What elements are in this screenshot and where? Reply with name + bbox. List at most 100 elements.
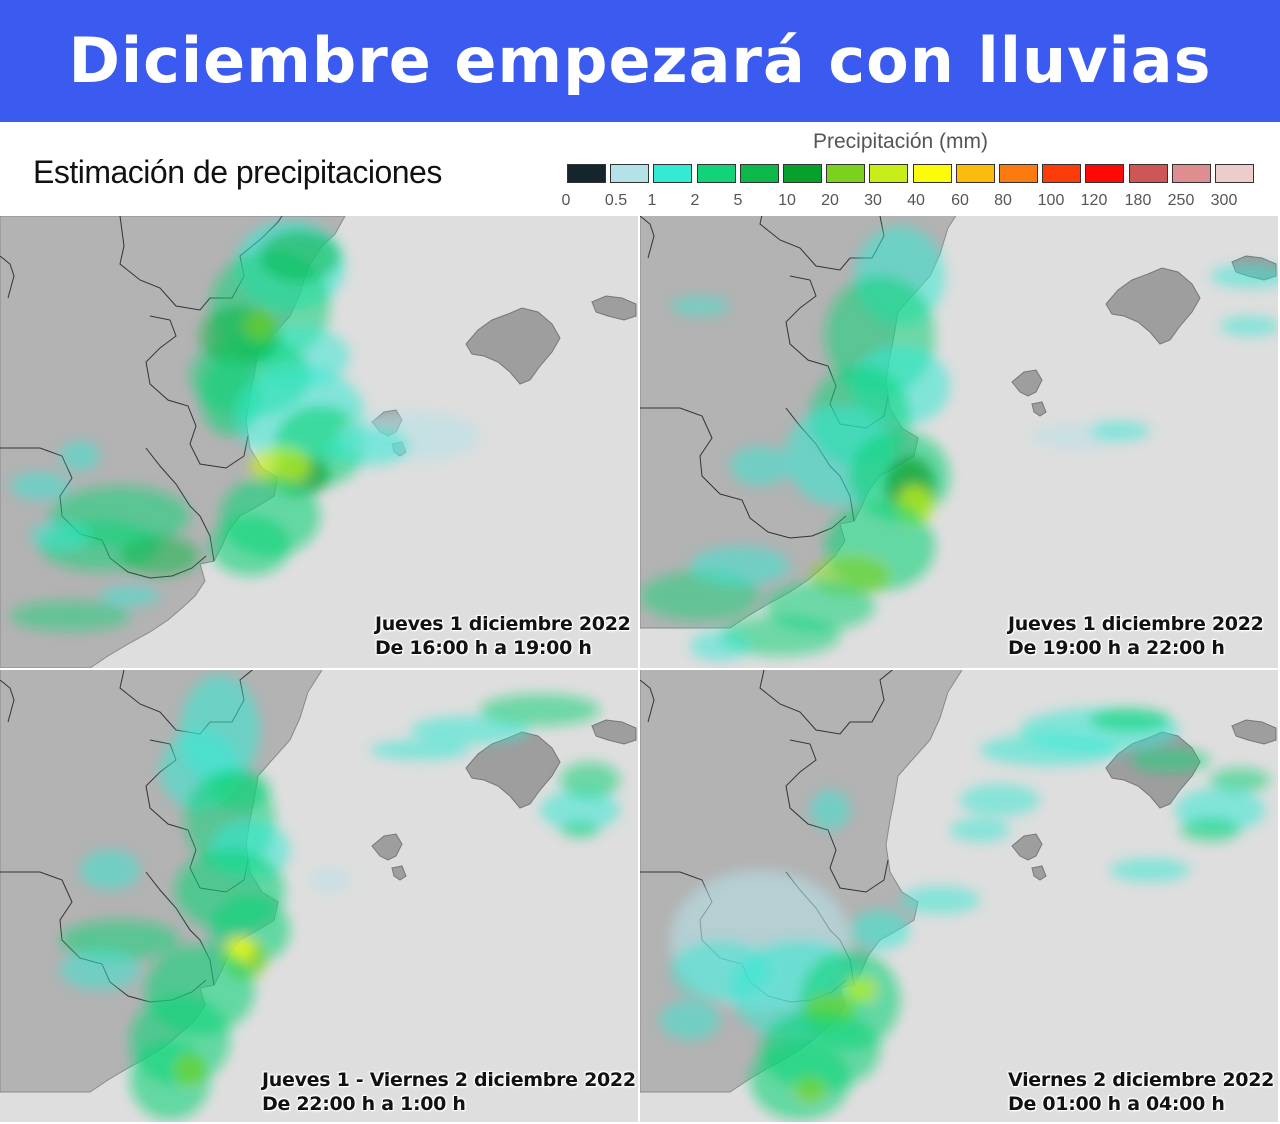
legend-tick-label: 100 <box>1037 192 1065 209</box>
precip-cell <box>730 446 790 486</box>
precip-cell <box>795 1078 825 1102</box>
precip-cell <box>1180 818 1240 842</box>
precip-cell <box>370 740 470 760</box>
region-border <box>145 447 215 562</box>
precip-cell <box>750 1040 850 1120</box>
precip-cell <box>210 770 270 810</box>
map-panel-1: Jueves 1 diciembre 2022 De 16:00 h a 19:0… <box>0 216 638 668</box>
page-title: Diciembre empezará con lluvias <box>68 24 1212 97</box>
island <box>1031 865 1047 881</box>
map-canvas <box>0 216 638 668</box>
map-subtitle: Estimación de precipitaciones <box>33 154 442 190</box>
precip-cell <box>10 472 70 500</box>
legend-swatch <box>826 164 866 183</box>
precip-cell <box>845 978 875 1002</box>
precip-cell <box>1130 748 1210 772</box>
island <box>591 295 637 321</box>
map-canvas <box>640 216 1278 668</box>
legend-swatch <box>1128 164 1168 183</box>
map-panel-4: Viernes 2 diciembre 2022 De 01:00 h a 04:… <box>640 670 1278 1122</box>
island <box>1231 719 1277 745</box>
island <box>1011 369 1043 397</box>
precip-cell <box>1090 421 1150 441</box>
region-border <box>640 216 655 259</box>
panel-time-range: De 01:00 h a 04:00 h <box>1008 1093 1225 1115</box>
legend-tick-label: 60 <box>951 192 969 209</box>
legend-swatch <box>1171 164 1211 183</box>
legend-title: Precipitación (mm) <box>813 130 989 153</box>
panel-caption: Jueves 1 diciembre 2022 De 16:00 h a 19:0… <box>375 612 631 660</box>
legend-tick-label: 5 <box>733 192 743 209</box>
map-canvas <box>640 670 1278 1122</box>
panel-date: Jueves 1 - Viernes 2 diciembre 2022 <box>262 1069 636 1091</box>
panel-date: Jueves 1 diciembre 2022 <box>1008 613 1264 635</box>
legend-swatch <box>1042 164 1082 183</box>
precip-cell <box>210 516 290 576</box>
legend-tick-label: 30 <box>864 192 882 209</box>
legend-tick-label: 10 <box>778 192 796 209</box>
precip-cell <box>60 950 140 990</box>
island <box>465 307 561 385</box>
region-border <box>640 407 847 539</box>
precip-cell <box>850 910 910 950</box>
precip-cell <box>670 296 730 316</box>
legend-tick-label: 20 <box>821 192 839 209</box>
region-border <box>785 739 889 893</box>
panel-time-range: De 19:00 h a 22:00 h <box>1008 637 1225 659</box>
legend-swatch <box>567 164 606 183</box>
panel-caption: Jueves 1 diciembre 2022 De 19:00 h a 22:0… <box>1008 612 1264 660</box>
island <box>1011 833 1043 861</box>
precip-cell <box>10 601 130 631</box>
precip-cell <box>250 448 310 484</box>
precip-cell <box>1210 768 1270 792</box>
map-panel-2: Jueves 1 diciembre 2022 De 19:00 h a 22:0… <box>640 216 1278 668</box>
precipitation-layer <box>60 675 620 1120</box>
precip-cell <box>330 426 410 466</box>
precip-cell <box>690 546 790 586</box>
legend-swatch <box>1085 164 1125 183</box>
precip-cell <box>560 762 620 798</box>
precip-cell <box>810 790 850 830</box>
region-border <box>0 255 15 299</box>
precipitation-layer <box>660 708 1270 1120</box>
precip-cell <box>960 784 1040 816</box>
title-banner: Diciembre empezará con lluvias <box>0 0 1280 122</box>
precip-cell <box>1220 316 1278 336</box>
island <box>371 833 403 861</box>
map-canvas <box>0 670 638 1122</box>
precip-cell <box>80 850 140 890</box>
legend-swatch <box>696 164 736 183</box>
panel-date: Viernes 2 diciembre 2022 <box>1008 1069 1275 1091</box>
panel-date: Jueves 1 diciembre 2022 <box>375 613 631 635</box>
precip-cell <box>260 230 340 282</box>
legend-swatch <box>610 164 650 183</box>
precipitation-layer <box>640 226 1278 661</box>
island <box>1105 267 1201 345</box>
region-border <box>759 670 894 735</box>
legend-tick-label: 0 <box>561 192 571 209</box>
legend-swatch <box>783 164 822 183</box>
legend-tick-label: 300 <box>1210 192 1238 209</box>
precip-cell <box>660 1000 720 1040</box>
legend-tick-label: 0.5 <box>604 192 628 209</box>
precip-cell <box>1090 708 1170 732</box>
precip-cell <box>690 631 750 661</box>
legend-swatch <box>955 164 995 183</box>
island <box>1031 401 1047 417</box>
precip-cell <box>245 311 275 341</box>
precip-cell <box>30 521 90 551</box>
legend-swatch <box>999 164 1038 183</box>
legend-swatch <box>653 164 693 183</box>
panel-time-range: De 16:00 h a 19:00 h <box>375 637 592 659</box>
legend-swatch <box>739 164 779 183</box>
region-border <box>0 679 15 723</box>
precip-cell <box>1210 264 1278 288</box>
precip-cell <box>540 790 620 830</box>
precip-cell <box>950 818 1010 842</box>
legend-tick-label: 80 <box>994 192 1012 209</box>
panel-caption: Viernes 2 diciembre 2022 De 01:00 h a 04:… <box>1008 1068 1274 1116</box>
precip-cell <box>175 1055 205 1085</box>
legend-tick-label: 1 <box>647 192 657 209</box>
legend-tick-label: 180 <box>1124 192 1152 209</box>
precip-cell <box>980 734 1120 766</box>
